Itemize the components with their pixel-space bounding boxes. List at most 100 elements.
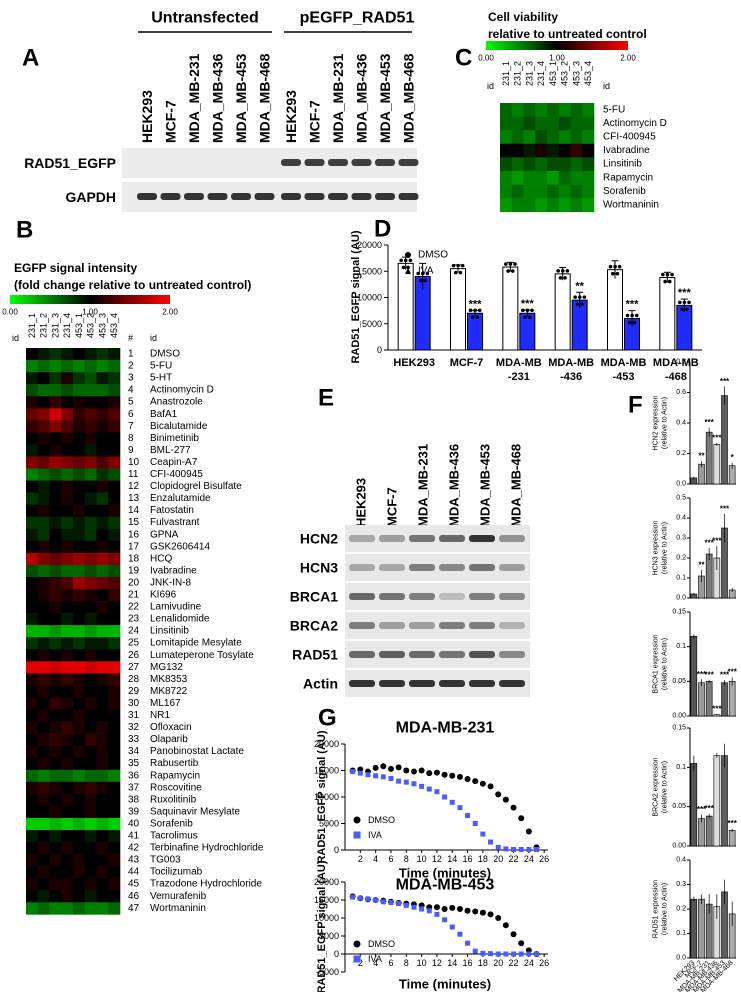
bar <box>721 682 728 717</box>
heatmap-cell <box>37 866 50 879</box>
heatmap-cell <box>37 516 50 530</box>
heatmap-cell <box>61 902 74 915</box>
heatmap-cell <box>49 902 62 915</box>
data-point <box>464 907 471 914</box>
blot-band <box>379 680 405 687</box>
lane-label: MDA_MB-231 <box>416 444 431 527</box>
blot-band <box>184 193 204 200</box>
row-label: BRCA1 <box>290 589 338 605</box>
heatmap-cell <box>37 781 50 795</box>
significance-label: * <box>731 453 735 462</box>
heatmap-cell <box>61 745 74 758</box>
y-axis-label: (relative to Actin) <box>662 761 669 813</box>
row-number: 11 <box>128 469 139 480</box>
data-point <box>388 775 394 781</box>
heatmap-cell <box>26 805 39 819</box>
heatmap-cell <box>49 420 62 433</box>
heatmap-cell <box>582 116 595 131</box>
heatmap-cell <box>108 878 121 891</box>
heatmap-cell <box>61 468 74 481</box>
x-tick-label: 24 <box>524 958 534 968</box>
heatmap-cell <box>49 637 62 650</box>
heatmap-cell <box>49 709 62 722</box>
data-point <box>426 770 433 777</box>
heatmap-cell <box>73 516 86 530</box>
heatmap-cell <box>49 733 62 746</box>
blot-band <box>281 193 301 200</box>
heatmap-cell <box>96 552 109 566</box>
data-point <box>503 951 509 957</box>
heatmap-cell <box>84 589 97 602</box>
significance-label: *** <box>521 298 535 310</box>
heatmap-cell <box>61 372 74 385</box>
bar <box>721 395 728 485</box>
heatmap-cell <box>558 157 571 172</box>
y-tick-label: 0.6 <box>676 389 686 396</box>
blot-band <box>349 564 375 571</box>
heatmap-cell <box>49 842 62 855</box>
data-point <box>526 951 532 957</box>
heatmap-cell <box>84 661 97 674</box>
bar <box>713 444 721 485</box>
heatmap-cell <box>26 516 39 530</box>
data-point <box>434 789 440 795</box>
heatmap-cell <box>108 721 121 734</box>
heatmap-cell <box>26 721 39 734</box>
significance-label: *** <box>704 804 714 813</box>
row-label: Rapamycin <box>603 172 653 183</box>
heatmap-cell <box>108 456 121 469</box>
data-point <box>403 767 410 774</box>
heatmap-cell <box>84 733 97 746</box>
y-tick-label: 0.0 <box>676 595 686 602</box>
lane-label: MDA_MB-453 <box>377 53 393 143</box>
data-point <box>608 264 613 269</box>
heatmap-cell <box>61 432 74 445</box>
x-tick-label: 16 <box>463 958 473 968</box>
heatmap-cell <box>500 157 513 172</box>
heatmap-cell <box>547 157 560 172</box>
heatmap-cell <box>61 540 74 554</box>
row-label: Fulvastrant <box>150 517 200 528</box>
bar <box>450 268 466 351</box>
row-label: Ivabradine <box>150 565 197 576</box>
heatmap-cell <box>73 540 86 554</box>
blot-band <box>439 564 465 571</box>
row-number: 8 <box>128 433 134 444</box>
heatmap-cell <box>37 721 50 734</box>
row-number: 22 <box>128 602 140 613</box>
heatmap-cell <box>26 637 39 650</box>
data-point <box>442 794 448 800</box>
x-axis-label: Time (minutes) <box>399 866 491 881</box>
heatmap-cell <box>511 198 524 213</box>
data-point <box>511 951 517 957</box>
blot-band <box>499 651 525 658</box>
data-point <box>663 279 667 284</box>
heatmap-cell <box>49 817 62 831</box>
row-label: HCQ <box>150 553 172 564</box>
row-label: Sorafenib <box>603 186 646 197</box>
blot-band <box>409 564 435 571</box>
heatmap-cell <box>96 842 109 855</box>
x-tick-label: 12 <box>432 854 442 864</box>
heatmap-cell <box>37 793 50 807</box>
data-point <box>449 772 456 779</box>
row-label: Lamivudine <box>150 602 202 613</box>
heatmap-cell <box>108 613 121 626</box>
scale-tick-label: 1.00 <box>549 54 565 63</box>
y-axis-label: RAD51_EGFP signal (AU) <box>316 730 328 863</box>
heatmap-cell <box>108 830 121 843</box>
heatmap-cell <box>26 854 39 867</box>
row-label: Ofloxacin <box>150 722 192 733</box>
row-number: 44 <box>128 867 140 878</box>
heatmap-cell <box>108 625 121 638</box>
y-axis-label: BRCA2 expression <box>653 757 660 816</box>
heatmap-cell <box>96 721 109 734</box>
heatmap-cell <box>37 842 50 855</box>
heatmap-cell <box>73 552 86 566</box>
data-point <box>472 778 479 785</box>
heatmap-cell <box>96 408 109 421</box>
data-point <box>487 911 494 918</box>
heatmap-cell <box>49 504 62 517</box>
heatmap-cell <box>108 673 121 686</box>
